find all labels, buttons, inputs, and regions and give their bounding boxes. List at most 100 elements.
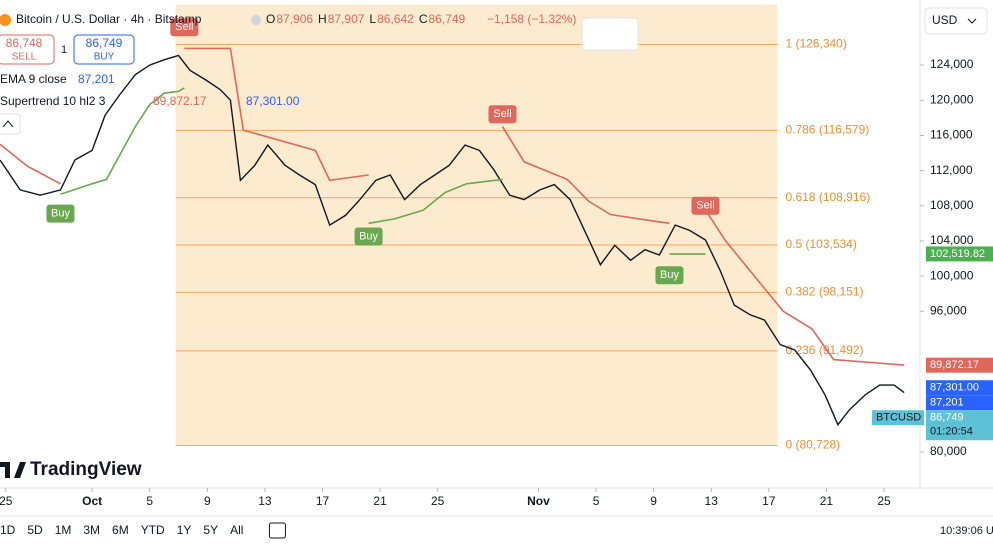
ohlc-value: 86,749	[428, 12, 465, 26]
sell-button[interactable]	[0, 34, 55, 65]
range-button[interactable]: 1M	[55, 523, 72, 537]
supertrend-label: Supertrend 10 hl2 3	[0, 94, 106, 108]
ohlc-key: C	[419, 12, 428, 26]
ohlc: O 87,906 H 87,907 L 86,642 C 86,749	[266, 12, 466, 26]
signal-marker	[691, 196, 720, 215]
currency-select[interactable]	[924, 7, 988, 35]
y-tick-label: 104,000	[930, 233, 974, 247]
change: −1,158 (−1.32%)	[487, 12, 576, 26]
chevron	[967, 18, 977, 24]
price-tag-label: 102,519.82	[930, 248, 985, 260]
range-button[interactable]: YTD	[141, 523, 165, 537]
supertrend-line	[704, 209, 905, 366]
currency: USD	[932, 13, 958, 27]
price-tag	[926, 246, 993, 262]
supertrend-value: 89,872.17	[153, 94, 207, 108]
supertrend-value: 87,301.00	[246, 94, 300, 108]
x-tick-label: 9	[650, 494, 657, 508]
signal-label: Sell	[493, 108, 511, 120]
signal-marker	[655, 266, 684, 285]
range-button[interactable]: 5D	[27, 523, 43, 537]
range-button[interactable]: 1Y	[177, 523, 192, 537]
supertrend-line	[0, 143, 61, 185]
x-tick-label: Oct	[82, 494, 102, 508]
buy-label: BUY	[94, 52, 115, 63]
x-tick-label: 5	[593, 494, 600, 508]
signal-marker	[354, 227, 383, 246]
signal-marker	[170, 18, 199, 37]
signal-label: Sell	[175, 21, 193, 33]
signal-label: Buy	[660, 269, 679, 281]
calendar-button[interactable]	[268, 522, 286, 539]
supertrend-line	[60, 87, 185, 196]
y-tick-label: 120,000	[930, 92, 974, 106]
price-tag-label: 87,301.00	[930, 382, 979, 394]
y-tick-label: 100,000	[930, 268, 974, 282]
fib-label: 0.786 (116,579)	[785, 122, 869, 136]
range-button[interactable]: 3M	[83, 523, 100, 537]
signal-label: Buy	[51, 208, 70, 220]
x-tick-label: 9	[204, 494, 211, 508]
sell-price: 86,748	[6, 36, 43, 50]
x-tick-label: 5	[146, 494, 153, 508]
countdown: 01:20:54	[930, 426, 973, 438]
y-tick-label: 112,000	[930, 163, 973, 177]
symbol-tag	[872, 410, 924, 426]
plot-layer: Sell Buy Buy Sell Buy Sell	[0, 18, 905, 427]
coin-icon	[0, 14, 11, 26]
layout-button[interactable]	[581, 17, 639, 51]
fib-label: 0.618 (108,916)	[785, 190, 870, 204]
fib-label: 0.382 (98,151)	[785, 285, 863, 299]
ema-value: 87,201	[78, 72, 115, 86]
signal-label: Sell	[696, 200, 714, 212]
logo-text: TradingView	[30, 459, 142, 480]
buy-price: 86,749	[86, 36, 123, 50]
ohlc-value: 87,906	[276, 12, 313, 26]
ohlc-value: 86,642	[377, 12, 414, 26]
buy-button[interactable]	[73, 34, 135, 65]
x-tick-label: 25	[877, 494, 891, 508]
price-tag	[926, 410, 993, 441]
ohlc-key: H	[318, 12, 327, 26]
range-button[interactable]: 1D	[0, 523, 16, 537]
x-tick-label: 21	[373, 494, 387, 508]
y-tick-label: 108,000	[930, 198, 974, 212]
fib-zone	[175, 4, 778, 446]
y-tick-label: 80,000	[930, 444, 967, 458]
symbol-title: Bitcoin / U.S. Dollar · 4h · Bitstamp	[16, 12, 202, 26]
clock: 10:39:06 UTC	[940, 525, 993, 537]
supertrend-line	[368, 178, 503, 225]
y-tick-label: 116,000	[930, 128, 973, 142]
ohlc-key: O	[266, 12, 275, 26]
range-button[interactable]: 6M	[112, 523, 129, 537]
x-tick-label: Nov	[527, 494, 550, 508]
x-tick-label: 21	[820, 494, 834, 508]
x-tick-label: 25	[431, 494, 445, 508]
y-tick-label: 124,000	[930, 57, 974, 71]
fib-label: 1 (126,340)	[785, 37, 846, 51]
x-tick-label: 13	[705, 494, 719, 508]
ohlc-key: L	[369, 12, 376, 26]
x-tick-label: 25	[0, 494, 13, 508]
x-tick-label: 17	[762, 494, 776, 508]
price-tag	[926, 380, 993, 396]
signal-marker	[46, 204, 75, 223]
range-button[interactable]: 5Y	[203, 523, 218, 537]
spread: 1	[61, 44, 67, 56]
x-tick-label: 13	[258, 494, 272, 508]
ohlc-value: 87,907	[328, 12, 365, 26]
price-tag-label: 89,872.17	[930, 359, 979, 371]
supertrend-line	[184, 47, 369, 182]
fib-label: 0.236 (91,492)	[785, 343, 863, 357]
y-tick-label: 96,000	[930, 303, 967, 317]
x-tick-label: 17	[316, 494, 330, 508]
range-button[interactable]: All	[230, 523, 243, 537]
price-line	[0, 54, 905, 427]
symbol-label: BTCUSD	[876, 412, 921, 424]
logo-icon	[0, 462, 26, 478]
supertrend-line	[501, 126, 670, 225]
sell-label: SELL	[12, 52, 37, 63]
status-dot	[251, 15, 261, 25]
